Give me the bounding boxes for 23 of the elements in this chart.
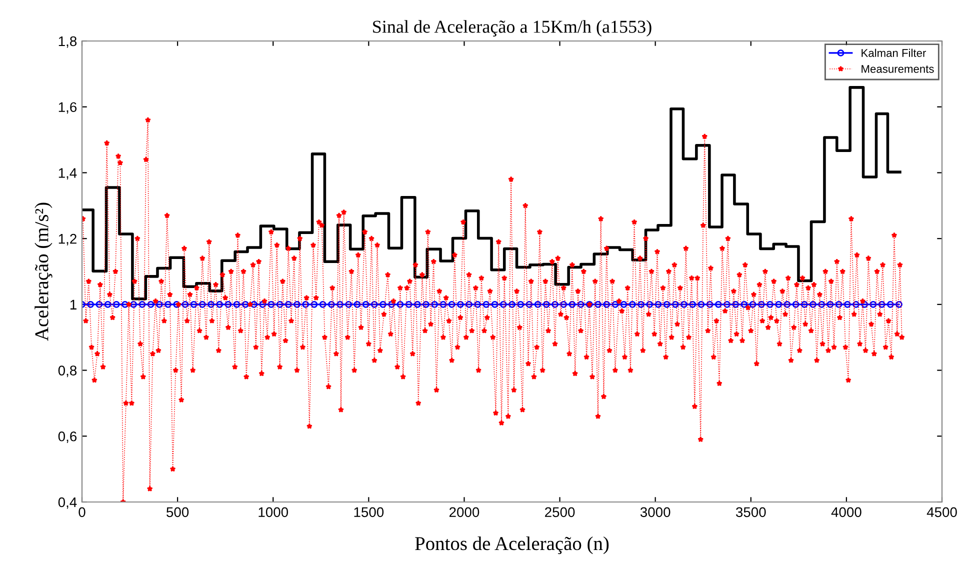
- legend-label: Measurements: [862, 65, 934, 73]
- x-tick-label: 1000: [258, 507, 288, 518]
- legend-label: Kalman Filter: [862, 48, 926, 57]
- chart-title: Sinal de Aceleração a 15Km/h (a1553): [373, 20, 652, 37]
- x-tick-label: 4000: [831, 507, 862, 518]
- x-tick-label: 2500: [545, 507, 575, 518]
- x-tick-label: 3000: [640, 507, 670, 518]
- x-tick-label: 2000: [449, 507, 480, 518]
- x-axis-title: Pontos de Aceleração (n): [415, 536, 609, 554]
- y-tick-label: 1,4: [58, 168, 77, 180]
- y-tick-label: 1,6: [58, 102, 77, 114]
- x-tick-label: 0: [78, 507, 86, 518]
- x-tick-label: 4500: [926, 507, 957, 518]
- y-axis-title: Aceleração (m/s²): [34, 202, 52, 341]
- y-tick-label: 1: [70, 300, 76, 310]
- x-tick-label: 1500: [354, 507, 384, 518]
- y-tick-label: 0,8: [58, 366, 77, 378]
- x-tick-label: 3500: [736, 507, 766, 518]
- y-tick-label: 1,2: [58, 234, 76, 246]
- y-tick-label: 1,8: [58, 36, 77, 48]
- y-tick-label: 0,4: [58, 497, 77, 509]
- y-tick-label: 0,6: [58, 431, 77, 443]
- x-tick-label: 500: [166, 507, 189, 518]
